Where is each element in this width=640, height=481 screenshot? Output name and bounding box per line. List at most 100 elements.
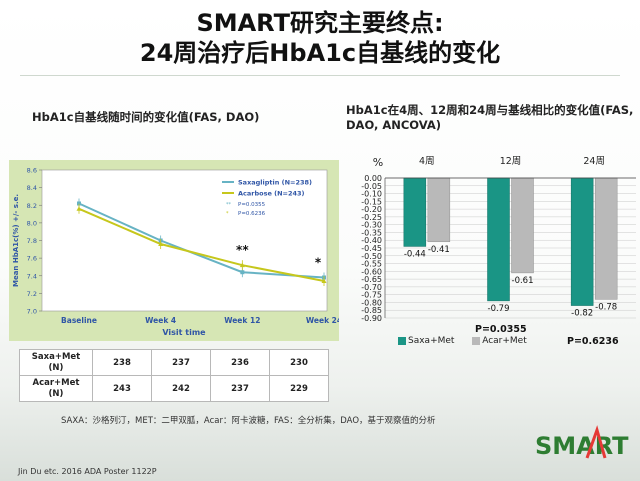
patient-count-table: Saxa+Met (N) 238 237 236 230 Acar+Met (N…	[19, 349, 329, 402]
bar-value-label: -0.78	[595, 302, 617, 312]
y-tick-label: 8.0	[27, 219, 37, 227]
data-point	[77, 201, 81, 206]
data-point	[76, 206, 82, 211]
slide-title: SMART研究主要终点: 24周治疗后HbA1c自基线的变化	[0, 8, 640, 68]
bar-legend: Saxa+Met Acar+Met	[398, 336, 527, 346]
title-line-1: SMART研究主要终点:	[196, 9, 444, 37]
line-chart-panel: 8.6 8.4 8.2 8.0 7.8 7.6 7.4 7.2 7.0 Baseline Week …	[9, 160, 339, 341]
y-axis-label: Mean HbA1c(%) +/- s.e.	[12, 194, 20, 287]
table-row: Acar+Met (N) 243 242 237 229	[19, 375, 329, 402]
y-tick-label: -0.20	[361, 205, 382, 214]
plot-area	[41, 169, 328, 312]
x-tick-label: Week 24	[306, 316, 339, 325]
y-tick-label: 7.8	[27, 237, 37, 245]
y-tick-label: -0.90	[361, 314, 382, 323]
bar-acar	[594, 177, 618, 300]
data-point	[240, 270, 245, 275]
y-tick-label: -0.35	[361, 228, 382, 237]
series-line-saxagliptin	[78, 202, 325, 279]
row-label-text: Acar+Met (N)	[32, 377, 80, 399]
series-line-acarbose	[78, 207, 325, 283]
significance-marker: **	[236, 243, 249, 257]
y-tick-label: 7.4	[27, 272, 37, 280]
bar-saxa	[487, 177, 510, 302]
line-chart: 8.6 8.4 8.2 8.0 7.8 7.6 7.4 7.2 7.0 Baseline Week …	[12, 167, 339, 338]
bar-value-label: -0.44	[404, 249, 426, 259]
y-tick-label: 8.6	[27, 167, 37, 175]
legend-swatch-acar	[472, 336, 481, 345]
table-cell: 236	[210, 349, 270, 376]
legend-marker: **	[226, 202, 232, 208]
table-cell: 229	[269, 375, 329, 402]
table-cell: 230	[269, 349, 329, 376]
row-label-saxa: Saxa+Met (N)	[19, 349, 93, 376]
y-axis-unit: %	[373, 156, 383, 169]
logo-mark-icon	[585, 425, 607, 459]
legend-marker: *	[226, 211, 229, 217]
right-chart-heading: HbA1c在4周、12周和24周与基线相比的变化值(FAS, DAO, ANCO…	[346, 103, 634, 132]
data-point	[321, 278, 327, 284]
bar-acar	[427, 177, 451, 243]
smart-logo: SMART	[535, 425, 629, 460]
table-cell: 237	[151, 349, 211, 376]
table-cell: 242	[151, 375, 211, 402]
abbreviation-footnote: SAXA：沙格列汀，MET：二甲双胍，Acar：阿卡波糖，FAS：全分析集，DA…	[61, 416, 436, 426]
legend-p-value: P=0.6236	[238, 211, 266, 217]
y-tick-label: -0.45	[361, 244, 382, 253]
y-tick-label: 8.2	[27, 202, 37, 210]
data-point	[158, 241, 164, 247]
table-cell: 243	[92, 375, 152, 402]
y-tick-label: -0.30	[361, 221, 382, 230]
left-chart-heading: HbA1c自基线随时间的变化值(FAS, DAO)	[32, 110, 260, 124]
y-tick-label: -0.40	[361, 236, 382, 245]
category-label: 12周	[500, 156, 522, 167]
data-point	[239, 262, 245, 268]
logo-text: SMART	[535, 432, 629, 460]
category-label: 4周	[419, 156, 435, 167]
legend-label-saxa: Saxa+Met	[408, 336, 455, 346]
p-value-24w: P=0.6236	[567, 336, 619, 347]
y-tick-label: -0.05	[361, 182, 382, 191]
p-value-12w: P=0.0355	[475, 324, 527, 335]
category-label: 24周	[583, 156, 605, 167]
bar-acar	[511, 177, 534, 274]
y-tick-label: -0.80	[361, 298, 382, 307]
bar-saxa	[403, 177, 427, 247]
title-line-2: 24周治疗后HbA1c自基线的变化	[139, 39, 501, 67]
y-tick-label: 7.6	[27, 255, 37, 263]
y-tick-label: -0.50	[361, 252, 382, 261]
source-citation: Jin Du etc. 2016 ADA Poster 1122P	[18, 467, 157, 476]
legend-label: Acarbose (N=243)	[238, 190, 305, 198]
row-label-acar: Acar+Met (N)	[19, 375, 93, 402]
y-tick-label: -0.25	[361, 213, 382, 222]
y-tick-label: -0.75	[361, 291, 382, 300]
y-tick-label: 7.2	[27, 290, 37, 298]
table-cell: 238	[92, 349, 152, 376]
bar-value-label: -0.61	[512, 276, 534, 286]
legend-swatch-saxa	[398, 336, 406, 345]
title-divider	[20, 75, 620, 76]
x-tick-label: Baseline	[61, 316, 97, 325]
y-tick-label: -0.70	[361, 283, 382, 292]
bar-chart: % 0.00-0.05-0.10-0.15-0.20-0.25-0.30-0.35…	[361, 156, 636, 323]
x-tick-label: Week 12	[224, 316, 260, 325]
x-axis-label: Visit time	[162, 328, 206, 337]
bar-value-label: -0.41	[428, 245, 450, 255]
legend-p-value: P=0.0355	[238, 202, 266, 208]
y-tick-label: -0.85	[361, 306, 382, 315]
significance-marker: *	[315, 256, 322, 270]
bar-value-label: -0.82	[571, 309, 593, 319]
x-tick-label: Week 4	[145, 316, 176, 325]
y-tick-label: -0.55	[361, 260, 382, 269]
table-row: Saxa+Met (N) 238 237 236 230	[19, 349, 329, 376]
y-tick-label: -0.10	[361, 190, 382, 199]
legend-label-acar: Acar+Met	[482, 336, 527, 346]
bar-saxa	[570, 177, 594, 306]
table-cell: 237	[210, 375, 270, 402]
legend-label: Saxagliptin (N=238)	[238, 179, 312, 187]
row-label-text: Saxa+Met (N)	[31, 351, 81, 373]
y-tick-label: -0.60	[361, 267, 382, 276]
y-tick-label: 7.0	[27, 308, 37, 316]
y-tick-label: 0.00	[364, 174, 382, 183]
y-tick-label: -0.65	[361, 275, 382, 284]
